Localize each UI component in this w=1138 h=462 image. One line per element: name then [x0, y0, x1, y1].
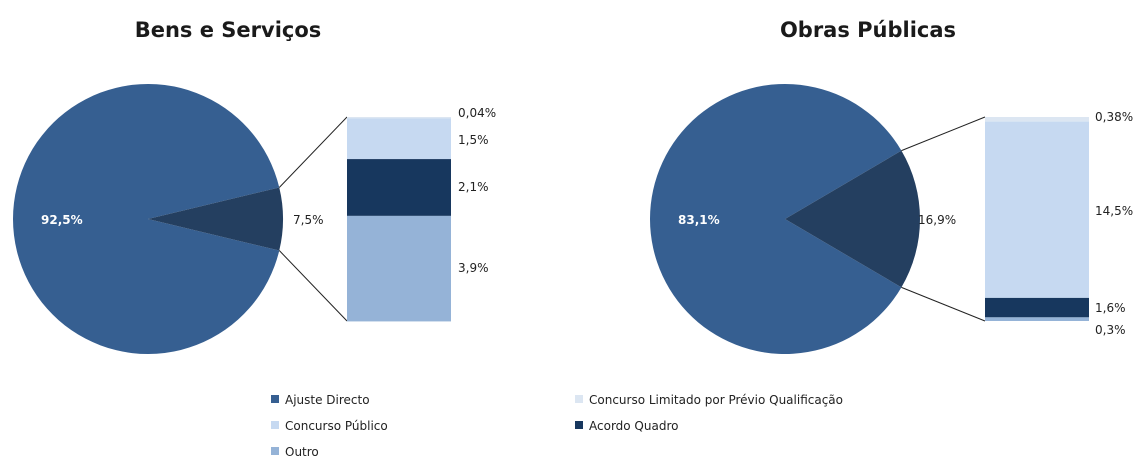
- legend-label-0: Ajuste Directo: [285, 393, 370, 407]
- pie-label-detail: 16,9%: [918, 213, 956, 227]
- legend-label-2: Concurso Público: [285, 419, 388, 433]
- connector-line-bottom: [278, 250, 348, 322]
- pie-slice-ajuste-directo: [12, 83, 280, 354]
- bar-segment-3: [985, 317, 1089, 321]
- bar-label-2: 1,6%: [1095, 301, 1126, 315]
- bar-label-3: 3,9%: [458, 261, 489, 275]
- legend-label-3: Acordo Quadro: [589, 419, 678, 433]
- bar-segment-2: [985, 297, 1089, 318]
- legend-swatch-0: [271, 395, 279, 403]
- connector-line-top: [278, 116, 348, 188]
- bar-segment-2: [347, 159, 451, 216]
- chart-title: Obras Públicas: [780, 18, 956, 42]
- legend-swatch-1: [575, 395, 583, 403]
- pie-label-main: 83,1%: [678, 213, 720, 227]
- pie-slice-detail: [785, 150, 920, 288]
- bar-segment-0: [347, 117, 451, 119]
- bar-segment-0: [985, 117, 1089, 122]
- bar-segment-3: [347, 215, 451, 322]
- legend-swatch-4: [271, 447, 279, 455]
- legend-label-1: Concurso Limitado por Prévio Qualificaçã…: [589, 393, 843, 407]
- pie-label-main: 92,5%: [41, 213, 83, 227]
- bar-label-0: 0,38%: [1095, 110, 1133, 124]
- legend-swatch-3: [575, 421, 583, 429]
- pie-slice-detail: [148, 187, 283, 251]
- bar-label-2: 2,1%: [458, 180, 489, 194]
- bar-segment-1: [347, 118, 451, 160]
- bar-label-1: 14,5%: [1095, 204, 1133, 218]
- bar-segment-1: [985, 121, 1089, 298]
- bar-label-1: 1,5%: [458, 133, 489, 147]
- bar-label-0: 0,04%: [458, 106, 496, 120]
- legend-swatch-2: [271, 421, 279, 429]
- connector-line-top: [901, 116, 986, 152]
- pie-slice-ajuste-directo: [650, 83, 902, 354]
- legend-label-4: Outro: [285, 445, 319, 459]
- connector-line-bottom: [901, 286, 986, 322]
- bar-label-3: 0,3%: [1095, 323, 1126, 337]
- chart-title: Bens e Serviços: [135, 18, 322, 42]
- pie-label-detail: 7,5%: [293, 213, 324, 227]
